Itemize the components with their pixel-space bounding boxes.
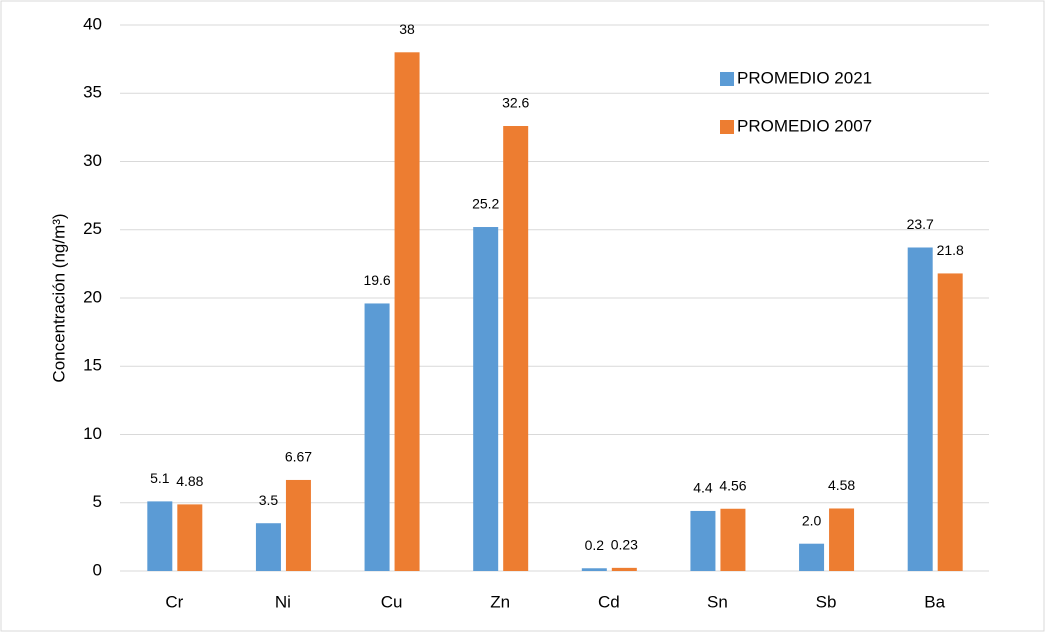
bar	[829, 508, 855, 571]
x-tick-label: Sb	[816, 592, 837, 611]
bar	[473, 227, 499, 571]
bar	[690, 510, 716, 571]
x-tick-label: Cd	[598, 592, 620, 611]
bar	[364, 303, 390, 571]
y-tick-label: 35	[83, 83, 102, 102]
bar	[394, 52, 420, 572]
y-tick-label: 15	[83, 356, 102, 375]
value-label: 19.6	[363, 272, 390, 288]
y-tick-label: 10	[83, 424, 102, 443]
value-label: 0.23	[611, 537, 638, 553]
value-label: 38	[399, 21, 415, 37]
y-tick-label: 25	[83, 219, 102, 238]
bar	[147, 501, 173, 571]
bar	[177, 504, 203, 571]
value-label: 4.88	[176, 473, 203, 489]
bar	[285, 479, 311, 571]
x-tick-label: Cu	[381, 592, 403, 611]
value-label: 32.6	[502, 95, 529, 111]
value-label: 5.1	[150, 470, 170, 486]
y-tick-label: 5	[93, 492, 102, 511]
value-label: 6.67	[285, 449, 312, 465]
y-axis-label: Concentración (ng/m³)	[49, 213, 68, 382]
value-label: 23.7	[907, 216, 934, 232]
bar	[720, 508, 746, 571]
bar	[581, 568, 607, 571]
value-label: 2.0	[802, 512, 822, 528]
y-tick-label: 20	[83, 287, 102, 306]
value-label: 3.5	[259, 492, 279, 508]
legend-label: PROMEDIO 2007	[737, 116, 872, 135]
x-tick-label: Ni	[275, 592, 291, 611]
legend-swatch	[720, 72, 734, 86]
y-tick-label: 0	[93, 560, 102, 579]
bar	[937, 273, 963, 571]
legend-label: PROMEDIO 2021	[737, 68, 872, 87]
value-label: 21.8	[937, 242, 964, 258]
x-tick-label: Sn	[707, 592, 728, 611]
value-label: 4.4	[693, 480, 713, 496]
bar	[503, 126, 529, 571]
bar	[255, 523, 281, 571]
y-tick-label: 30	[83, 151, 102, 170]
y-tick-label: 40	[83, 14, 102, 33]
value-label: 4.58	[828, 477, 855, 493]
value-label: 25.2	[472, 196, 499, 212]
x-tick-label: Ba	[924, 592, 945, 611]
value-label: 0.2	[585, 537, 605, 553]
x-tick-label: Zn	[490, 592, 510, 611]
x-tick-label: Cr	[165, 592, 183, 611]
legend-swatch	[720, 120, 734, 134]
bar	[799, 543, 825, 571]
value-label: 4.56	[719, 477, 746, 493]
bar	[611, 567, 637, 571]
bar	[907, 247, 933, 571]
